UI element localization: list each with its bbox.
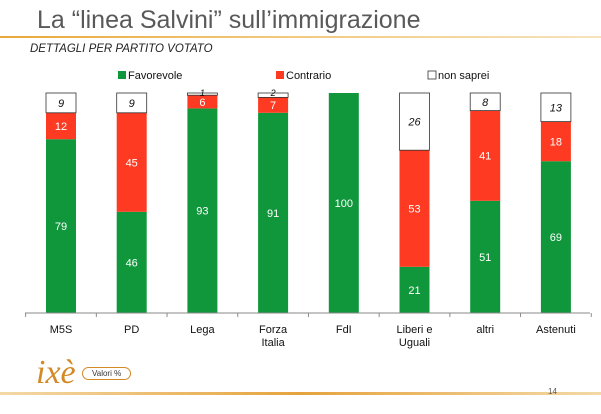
bar-segment-favorevole xyxy=(116,211,147,313)
data-label-contrario: 53 xyxy=(408,204,420,216)
bar-segment-favorevole xyxy=(399,266,430,313)
data-label-contrario: 41 xyxy=(479,151,491,163)
category-label: PD xyxy=(124,324,139,336)
data-label-contrario: 7 xyxy=(270,100,276,112)
bar-segment-favorevole xyxy=(470,200,501,313)
category-label: Astenuti xyxy=(536,324,576,336)
data-label-non-saprei: 13 xyxy=(550,102,563,114)
category-label: Liberi e Uguali xyxy=(396,324,432,349)
data-label-contrario: 6 xyxy=(199,97,205,109)
values-badge: Valori % xyxy=(82,367,132,380)
category-label: Forza Italia xyxy=(259,324,288,349)
data-label-favorevole: 51 xyxy=(479,252,491,264)
data-label-favorevole: 69 xyxy=(550,232,562,244)
bar-segment-non-saprei xyxy=(186,92,218,96)
legend-label-contrario: Contrario xyxy=(286,70,331,82)
data-label-non-saprei: 2 xyxy=(270,88,276,98)
bar-segment-favorevole xyxy=(187,108,218,314)
bar-segment-favorevole xyxy=(46,139,76,313)
slide-title: La “linea Salvini” sull’immigrazione xyxy=(37,6,421,34)
data-label-non-saprei: 8 xyxy=(482,97,489,109)
bar-segment-non-saprei xyxy=(469,92,501,112)
slide-subtitle: DETTAGLI PER PARTITO VOTATO xyxy=(30,43,213,55)
page-number: 14 xyxy=(548,387,557,396)
bar-segment-contrario xyxy=(258,97,289,113)
data-label-favorevole: 46 xyxy=(126,257,138,269)
bar-segment-favorevole xyxy=(540,161,571,313)
bar-segment-non-saprei xyxy=(257,92,289,98)
data-label-non-saprei: 9 xyxy=(58,98,64,110)
bar-segment-contrario xyxy=(116,112,147,212)
data-label-contrario: 45 xyxy=(126,157,138,169)
legend-swatch-contrario xyxy=(276,71,284,79)
data-label-favorevole: 93 xyxy=(196,206,208,218)
bar-segment-non-saprei xyxy=(540,92,572,123)
footer-divider xyxy=(0,392,601,395)
legend-swatch-non-saprei xyxy=(427,70,437,80)
bar-segment-contrario xyxy=(470,110,501,201)
legend-label-favorevole: Favorevole xyxy=(128,70,182,82)
category-label: altri xyxy=(476,324,494,336)
data-label-non-saprei: 26 xyxy=(407,117,421,129)
bar-segment-favorevole xyxy=(328,93,359,313)
data-label-favorevole: 21 xyxy=(408,285,420,297)
category-label: FdI xyxy=(336,324,352,336)
legend-label-non-saprei: non saprei xyxy=(438,70,489,82)
data-label-non-saprei: 9 xyxy=(129,98,135,110)
data-label-favorevole: 79 xyxy=(55,221,67,233)
data-label-favorevole: 100 xyxy=(335,198,353,210)
data-label-contrario: 12 xyxy=(55,121,67,133)
data-label-favorevole: 91 xyxy=(267,208,279,220)
bar-segment-contrario xyxy=(540,121,571,162)
bar-segment-non-saprei xyxy=(399,92,430,151)
category-label: Lega xyxy=(190,324,215,336)
bar-segment-non-saprei xyxy=(45,92,77,114)
bar-segment-favorevole xyxy=(258,112,289,313)
bar-segment-contrario xyxy=(46,112,76,140)
bar-segment-contrario xyxy=(399,150,430,267)
ixe-logo: ixè xyxy=(36,354,76,391)
data-label-contrario: 18 xyxy=(550,136,562,148)
bar-segment-contrario xyxy=(187,95,218,109)
bar-segment-non-saprei xyxy=(116,92,148,114)
title-divider xyxy=(0,36,601,38)
data-label-non-saprei: 1 xyxy=(200,88,205,98)
category-label: M5S xyxy=(50,324,73,336)
legend-swatch-favorevole xyxy=(118,71,126,79)
